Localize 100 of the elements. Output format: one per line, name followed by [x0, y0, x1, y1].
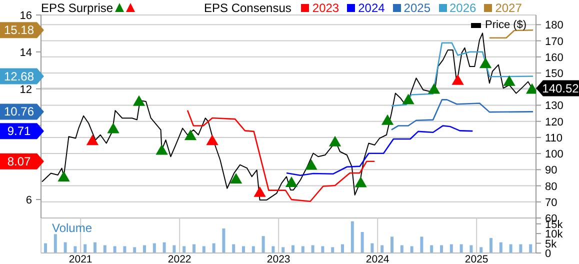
bar [252, 246, 255, 253]
bar [192, 244, 196, 253]
y2-tick-label: 170 [545, 36, 564, 48]
y-tick-label: 15.18 [4, 23, 34, 38]
bar [123, 246, 126, 253]
bar [272, 246, 275, 253]
point [230, 172, 242, 184]
bar [133, 247, 136, 253]
bar [44, 243, 47, 253]
bar [222, 228, 226, 253]
point [479, 58, 492, 68]
x-tick-label: 2024 [366, 253, 390, 264]
y-tick-label: 14 [20, 46, 32, 59]
y2-tick-label: 80 [545, 180, 558, 193]
bar [370, 243, 374, 253]
chart-title: Volume [52, 221, 92, 235]
y-tick-label: 16 [20, 10, 32, 22]
line-series [390, 42, 534, 106]
bar [143, 245, 146, 253]
bar [311, 245, 314, 253]
bar [450, 244, 453, 253]
bar [113, 246, 116, 253]
bar [103, 245, 106, 253]
bar [519, 244, 522, 253]
bar [350, 221, 354, 253]
y2-tick-label: 120 [545, 116, 564, 128]
bar [390, 236, 394, 253]
legend-title: EPS Consensus [204, 0, 292, 14]
x-tick-label: 2022 [168, 253, 192, 264]
bar [282, 247, 285, 253]
bar [74, 246, 77, 253]
point [184, 130, 197, 140]
bar [182, 246, 186, 253]
bar [64, 242, 67, 253]
y-tick-label: 0 [545, 248, 552, 260]
point [328, 136, 342, 146]
y2-tick-label: 140.52 [542, 81, 579, 96]
legend-label: Price ($) [485, 19, 527, 31]
bar [202, 246, 206, 253]
bar [460, 244, 463, 253]
y2-tick-label: 130 [545, 100, 564, 112]
x-tick-label: 2021 [68, 253, 92, 264]
point [503, 75, 516, 86]
line-series [390, 99, 534, 130]
y-tick-label: 6 [26, 194, 32, 207]
bar [400, 245, 404, 253]
x-tick-label: 2025 [464, 253, 488, 264]
bar [509, 244, 512, 253]
legend-label: 2025 [404, 0, 430, 14]
y2-tick-label: 90 [545, 164, 558, 177]
y-tick-label: 5k [545, 238, 558, 250]
point [132, 95, 146, 106]
point [285, 176, 298, 188]
bar [430, 245, 434, 253]
bar [420, 236, 424, 253]
bar [490, 238, 492, 253]
point [156, 144, 168, 155]
x-tick-label: 2023 [266, 253, 290, 264]
point [428, 83, 440, 94]
bar [232, 244, 236, 253]
line-series [186, 110, 376, 202]
bar [94, 242, 96, 253]
bar [529, 244, 532, 253]
legend-label: 2027 [495, 0, 522, 14]
y-tick-label: 9.71 [7, 124, 31, 138]
bar [331, 247, 334, 253]
bar [292, 245, 294, 253]
bar [440, 245, 443, 253]
point [254, 186, 266, 197]
y2-tick-label: 160 [545, 52, 564, 64]
y2-tick-label: 100 [545, 148, 564, 161]
point [206, 134, 218, 146]
point [354, 176, 367, 188]
bar [499, 242, 502, 253]
bar [54, 234, 57, 253]
y2-tick-label: 180 [545, 20, 564, 32]
bar [172, 245, 176, 253]
bar [321, 246, 324, 253]
y-tick-label: 15k [545, 218, 564, 231]
y-tick-label: 10.76 [4, 104, 34, 119]
bar [341, 244, 344, 253]
y-tick-label: 10k [545, 228, 564, 241]
point [58, 171, 70, 182]
bar [470, 245, 473, 253]
point [402, 94, 414, 104]
y-tick-label: 8.07 [7, 154, 31, 168]
bar [380, 245, 384, 253]
point [86, 134, 99, 146]
point [452, 74, 464, 85]
bar [84, 244, 87, 253]
y-tick-label: 12.68 [4, 69, 34, 84]
legend-label: 2026 [450, 0, 476, 14]
text: EPS Surprise [41, 0, 114, 14]
bar [301, 246, 304, 253]
point [107, 122, 120, 134]
point [305, 159, 318, 170]
point [381, 114, 394, 125]
legend-label: 2023 [312, 0, 340, 14]
bar [162, 242, 166, 253]
bar [410, 246, 414, 253]
